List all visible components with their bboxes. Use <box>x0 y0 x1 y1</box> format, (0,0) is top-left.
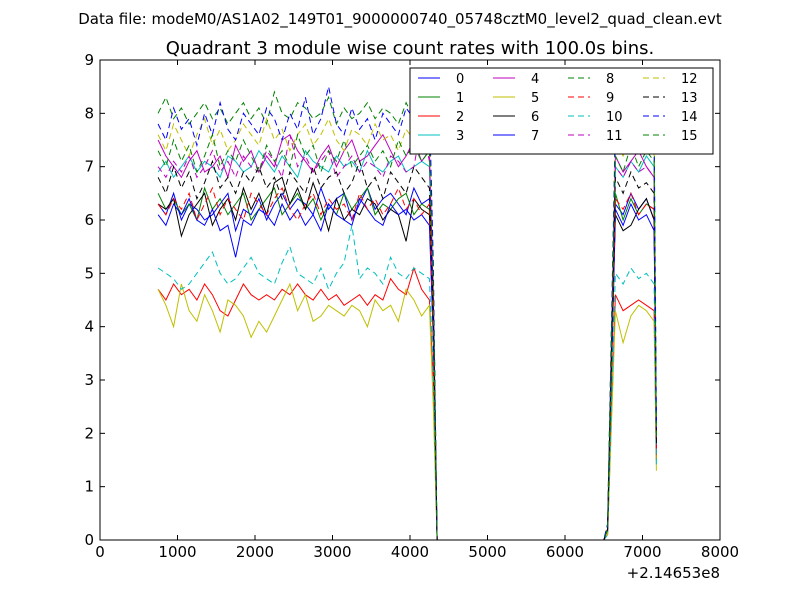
legend-label-7: 7 <box>531 129 539 144</box>
series-line-9 <box>157 186 657 540</box>
series-line-2 <box>157 266 657 540</box>
x-tick-label: 6000 <box>546 543 584 561</box>
legend-label-1: 1 <box>456 91 464 106</box>
chart-title: Quadrant 3 module wise count rates with … <box>166 38 655 59</box>
x-tick-label: 0 <box>95 543 105 561</box>
x-tick-label: 8000 <box>701 543 739 561</box>
legend-box <box>409 67 714 155</box>
legend-label-10: 10 <box>606 110 623 125</box>
series-line-8 <box>157 90 657 540</box>
figure-suptitle: Data file: modeM0/AS1A02_149T01_90000007… <box>78 10 722 29</box>
y-tick-label: 6 <box>84 211 94 229</box>
x-tick-label: 4000 <box>391 543 429 561</box>
x-offset-label: +2.14653e8 <box>627 564 720 582</box>
x-tick-label: 3000 <box>313 543 351 561</box>
series-line-10 <box>157 225 657 540</box>
y-tick-label: 0 <box>84 531 94 549</box>
legend-label-13: 13 <box>681 91 698 106</box>
legend-label-6: 6 <box>531 110 539 125</box>
legend-label-3: 3 <box>456 129 464 144</box>
x-tick-label: 5000 <box>468 543 506 561</box>
series-layer <box>157 86 657 540</box>
legend-label-8: 8 <box>606 72 614 87</box>
y-tick-label: 9 <box>84 51 94 69</box>
y-tick-label: 8 <box>84 104 94 122</box>
legend-label-2: 2 <box>456 110 464 125</box>
series-line-14 <box>157 86 657 540</box>
y-tick-label: 2 <box>84 424 94 442</box>
x-tick-label: 1000 <box>158 543 196 561</box>
series-line-5 <box>157 282 657 540</box>
series-line-11 <box>157 123 657 540</box>
legend-label-0: 0 <box>456 72 464 87</box>
y-tick-label: 4 <box>84 318 94 336</box>
legend-label-15: 15 <box>681 129 698 144</box>
legend-label-11: 11 <box>606 129 623 144</box>
y-tick-label: 1 <box>84 478 94 496</box>
y-tick-label: 5 <box>84 264 94 282</box>
y-tick-label: 3 <box>84 371 94 389</box>
series-line-12 <box>157 117 657 540</box>
y-tick-label: 7 <box>84 158 94 176</box>
legend-label-12: 12 <box>681 72 698 87</box>
x-tick-label: 2000 <box>236 543 274 561</box>
x-axis: 0 1000 2000 3000 4000 5000 6000 7000 8000 <box>95 60 739 561</box>
legend-label-14: 14 <box>681 110 698 125</box>
series-line-7 <box>157 197 657 540</box>
legend-label-4: 4 <box>531 72 539 87</box>
series-line-13 <box>157 159 657 540</box>
legend-label-5: 5 <box>531 91 539 106</box>
x-tick-label: 7000 <box>623 543 661 561</box>
legend-label-9: 9 <box>606 91 614 106</box>
